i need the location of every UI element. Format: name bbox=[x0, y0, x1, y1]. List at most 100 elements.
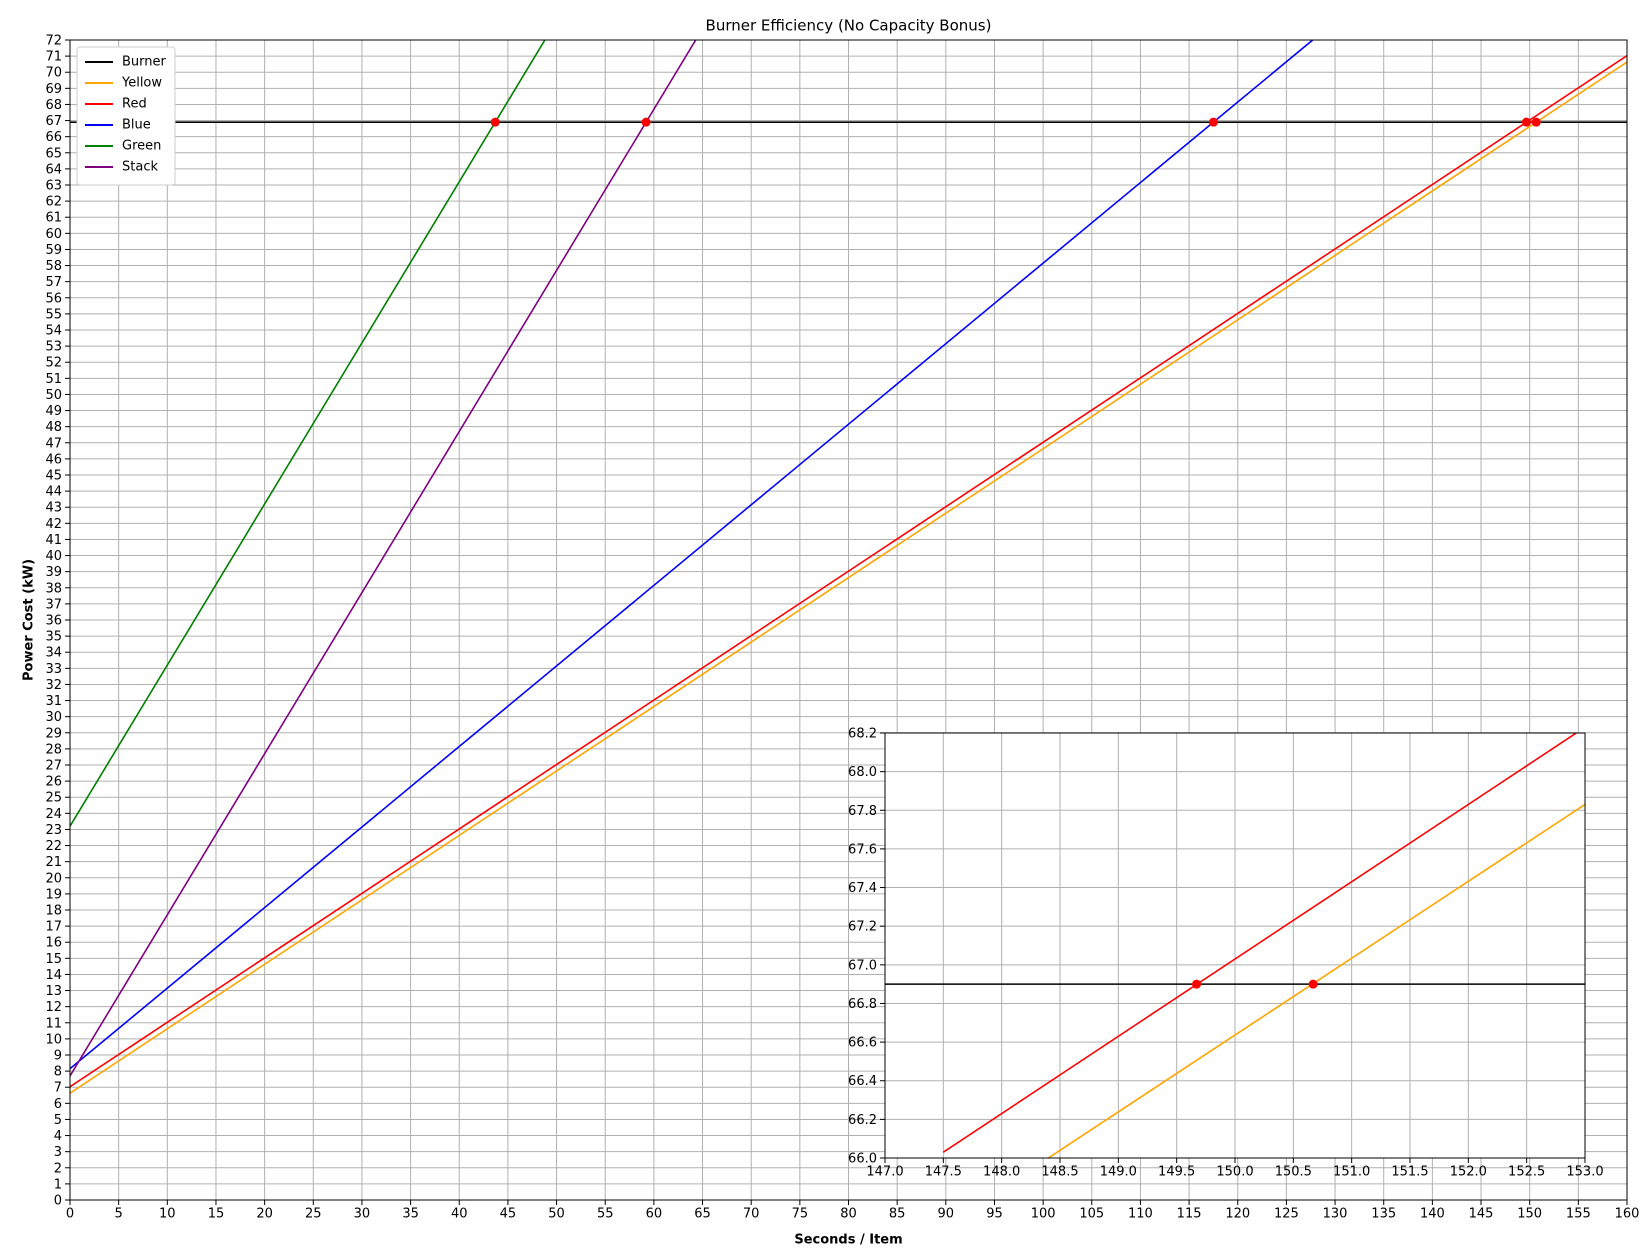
y-tick-label: 66.8 bbox=[848, 997, 877, 1012]
y-tick-label: 66.6 bbox=[848, 1036, 877, 1051]
intersection-point bbox=[1208, 117, 1218, 127]
y-tick-label: 62 bbox=[45, 195, 62, 210]
y-tick-label: 12 bbox=[45, 1000, 62, 1015]
y-tick-label: 54 bbox=[45, 324, 62, 339]
x-tick-label: 150 bbox=[1517, 1207, 1542, 1222]
y-tick-label: 69 bbox=[45, 82, 62, 97]
axes: 147.0 147.5 148.0 148.5 149.0 149.5 150.0 150.5… bbox=[848, 727, 1604, 1180]
x-tick-label: 150.0 bbox=[1216, 1165, 1253, 1180]
y-tick-label: 51 bbox=[45, 372, 62, 387]
y-tick-label: 2 bbox=[54, 1161, 62, 1176]
y-tick-label: 36 bbox=[45, 614, 62, 629]
intersection-point bbox=[1308, 979, 1318, 989]
y-tick-label: 72 bbox=[45, 34, 62, 49]
x-tick-label: 45 bbox=[500, 1207, 517, 1222]
y-tick-label: 49 bbox=[45, 404, 62, 419]
y-tick-label: 59 bbox=[45, 243, 62, 258]
chart-title: Burner Efficiency (No Capacity Bonus) bbox=[706, 17, 992, 35]
x-tick-label: 125 bbox=[1274, 1207, 1299, 1222]
y-tick-label: 21 bbox=[45, 855, 62, 870]
x-tick-label: 30 bbox=[354, 1207, 371, 1222]
legend-label: Green bbox=[122, 139, 161, 154]
x-tick-label: 155 bbox=[1566, 1207, 1591, 1222]
y-tick-label: 20 bbox=[45, 871, 62, 886]
x-tick-label: 15 bbox=[208, 1207, 225, 1222]
y-tick-label: 3 bbox=[54, 1145, 62, 1160]
intersection-point bbox=[1531, 117, 1541, 127]
y-tick-label: 30 bbox=[45, 710, 62, 725]
x-tick-label: 25 bbox=[305, 1207, 322, 1222]
y-tick-label: 10 bbox=[45, 1032, 62, 1047]
y-tick-label: 11 bbox=[45, 1016, 62, 1031]
x-tick-label: 130 bbox=[1323, 1207, 1348, 1222]
y-tick-label: 58 bbox=[45, 259, 62, 274]
y-tick-label: 1 bbox=[54, 1177, 62, 1192]
y-tick-label: 44 bbox=[45, 485, 62, 500]
y-tick-label: 66 bbox=[45, 130, 62, 145]
x-tick-label: 151.5 bbox=[1391, 1165, 1428, 1180]
y-tick-label: 9 bbox=[54, 1049, 62, 1064]
x-tick-label: 0 bbox=[66, 1207, 74, 1222]
y-tick-label: 70 bbox=[45, 66, 62, 81]
x-tick-label: 35 bbox=[402, 1207, 419, 1222]
y-tick-label: 68 bbox=[45, 98, 62, 113]
x-tick-label: 151.0 bbox=[1333, 1165, 1370, 1180]
y-tick-label: 65 bbox=[45, 146, 62, 161]
legend-label: Burner bbox=[122, 55, 167, 70]
y-tick-label: 67.0 bbox=[848, 958, 877, 973]
y-tick-label: 18 bbox=[45, 904, 62, 919]
axes-frame bbox=[884, 732, 1586, 1159]
x-tick-label: 75 bbox=[792, 1207, 809, 1222]
intersection-point bbox=[490, 117, 500, 127]
y-tick-label: 60 bbox=[45, 227, 62, 242]
line bbox=[70, 40, 546, 827]
x-tick-label: 105 bbox=[1079, 1207, 1104, 1222]
lines bbox=[70, 40, 1627, 1094]
y-tick-label: 19 bbox=[45, 887, 62, 902]
x-tick-label: 20 bbox=[256, 1207, 273, 1222]
y-tick-label: 67.2 bbox=[848, 920, 877, 935]
y-tick-label: 43 bbox=[45, 501, 62, 516]
axes-frame bbox=[69, 39, 1628, 1201]
y-tick-label: 50 bbox=[45, 388, 62, 403]
legend-box bbox=[76, 46, 176, 186]
x-tick-label: 110 bbox=[1128, 1207, 1153, 1222]
intersection-point bbox=[1192, 979, 1201, 989]
y-tick-label: 67 bbox=[45, 114, 62, 129]
y-tick-label: 42 bbox=[45, 517, 62, 532]
y-tick-label: 40 bbox=[45, 549, 62, 564]
x-tick-label: 152.5 bbox=[1508, 1165, 1545, 1180]
x-tick-label: 160 bbox=[1615, 1207, 1640, 1222]
y-tick-label: 61 bbox=[45, 211, 62, 226]
y-tick-label: 31 bbox=[45, 694, 62, 709]
y-tick-label: 53 bbox=[45, 340, 62, 355]
y-tick-label: 8 bbox=[54, 1065, 62, 1080]
x-tick-label: 70 bbox=[743, 1207, 760, 1222]
legend-label: Blue bbox=[122, 118, 151, 133]
y-tick-label: 16 bbox=[45, 936, 62, 951]
y-tick-label: 48 bbox=[45, 420, 62, 435]
line bbox=[1047, 803, 1585, 1158]
x-tick-label: 145 bbox=[1469, 1207, 1494, 1222]
x-tick-label: 149.5 bbox=[1158, 1165, 1195, 1180]
x-tick-label: 135 bbox=[1371, 1207, 1396, 1222]
y-tick-label: 56 bbox=[45, 291, 62, 306]
line bbox=[70, 40, 1314, 1070]
x-tick-label: 100 bbox=[1031, 1207, 1056, 1222]
x-tick-label: 115 bbox=[1177, 1207, 1202, 1222]
y-tick-label: 39 bbox=[45, 565, 62, 580]
y-tick-label: 71 bbox=[45, 50, 62, 65]
y-tick-label: 7 bbox=[54, 1081, 62, 1096]
y-tick-label: 17 bbox=[45, 920, 62, 935]
y-tick-label: 26 bbox=[45, 775, 62, 790]
x-tick-label: 55 bbox=[597, 1207, 614, 1222]
y-tick-label: 45 bbox=[45, 469, 62, 484]
y-tick-label: 66.2 bbox=[848, 1113, 877, 1128]
x-tick-label: 80 bbox=[840, 1207, 857, 1222]
line bbox=[70, 54, 1627, 1088]
y-tick-label: 28 bbox=[45, 742, 62, 757]
x-tick-label: 120 bbox=[1225, 1207, 1250, 1222]
x-tick-label: 148.5 bbox=[1041, 1165, 1078, 1180]
y-tick-label: 38 bbox=[45, 581, 62, 596]
x-tick-label: 153.0 bbox=[1566, 1165, 1603, 1180]
